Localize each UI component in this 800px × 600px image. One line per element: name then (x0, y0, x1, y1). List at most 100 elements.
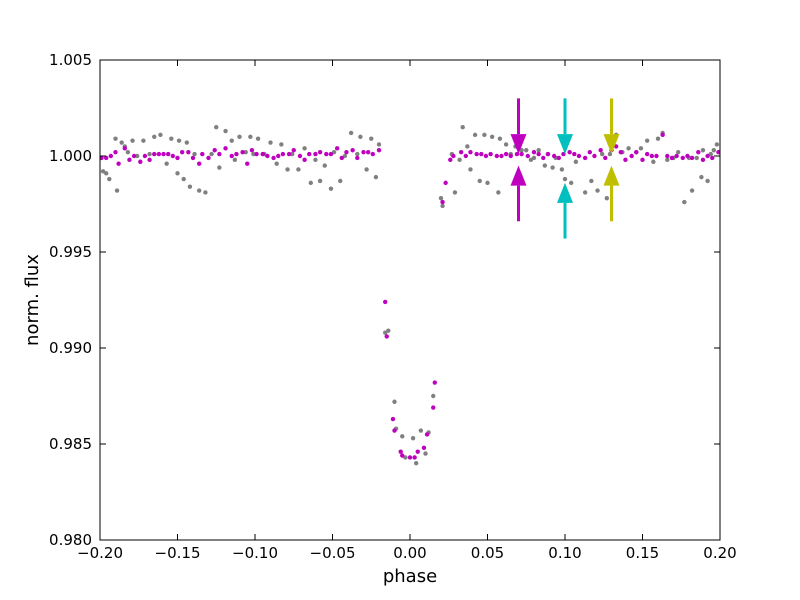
data-point-series-1-14 (158, 132, 163, 138)
data-point-series-2-39 (291, 148, 296, 153)
data-point-series-2-55 (376, 148, 382, 153)
data-point-series-1-22 (192, 151, 197, 157)
data-point-series-2-112 (660, 132, 665, 138)
data-point-series-2-64 (415, 449, 420, 454)
data-point-series-2-79 (488, 151, 493, 157)
x-tick-label: 0.05 (471, 544, 504, 562)
data-point-series-1-98 (559, 167, 565, 172)
data-point-series-2-24 (212, 148, 217, 153)
data-point-series-1-17 (175, 171, 180, 176)
data-point-series-2-116 (680, 155, 685, 161)
data-point-series-2-48 (339, 155, 344, 161)
data-point-series-1-122 (689, 188, 695, 193)
data-point-series-1-110 (626, 146, 631, 151)
data-point-series-1-21 (187, 184, 193, 189)
data-point-series-2-52 (361, 149, 366, 155)
data-point-series-1-105 (600, 151, 605, 157)
data-point-series-2-84 (514, 151, 520, 157)
y-tick-label: 0.990 (49, 339, 92, 357)
data-point-series-1-56 (369, 136, 374, 141)
data-point-series-1-82 (485, 180, 490, 186)
data-point-series-2-88 (536, 151, 541, 157)
data-point-series-1-32 (243, 149, 248, 155)
data-point-series-1-18 (176, 138, 182, 143)
data-point-series-2-104 (618, 149, 623, 155)
data-point-series-2-98 (587, 149, 592, 155)
data-point-series-2-117 (685, 153, 690, 159)
data-point-series-2-46 (328, 151, 334, 157)
data-point-series-1-114 (651, 159, 656, 164)
data-point-series-2-110 (649, 153, 654, 159)
data-point-series-1-60 (386, 328, 391, 333)
data-point-series-2-61 (400, 453, 405, 458)
data-point-series-1-38 (274, 161, 279, 166)
data-point-series-1-104 (595, 188, 600, 193)
data-point-series-1-124 (699, 174, 704, 180)
data-point-series-1-39 (279, 142, 284, 147)
y-tick-label: 0.980 (49, 531, 92, 549)
plot-data-layer (100, 125, 720, 466)
data-point-series-1-33 (248, 134, 253, 139)
data-point-series-2-38 (286, 151, 292, 157)
data-point-series-2-63 (412, 455, 417, 460)
data-point-series-2-5 (116, 161, 121, 166)
data-point-series-1-89 (519, 148, 524, 153)
data-point-series-2-94 (567, 149, 572, 155)
data-point-series-2-45 (324, 151, 329, 157)
data-point-series-2-82 (503, 151, 509, 157)
data-point-series-2-71 (448, 157, 453, 163)
y-axis-label: norm. flux (22, 254, 43, 346)
data-point-series-1-4 (113, 136, 118, 141)
data-point-series-1-113 (644, 138, 650, 143)
data-point-series-2-95 (572, 151, 577, 157)
data-point-series-1-16 (169, 136, 174, 141)
data-point-series-2-68 (432, 380, 437, 385)
data-point-series-1-53 (355, 151, 360, 157)
data-point-series-2-28 (234, 151, 239, 157)
data-point-series-1-29 (229, 138, 234, 143)
data-point-series-1-86 (503, 142, 509, 147)
data-point-series-2-49 (344, 149, 349, 155)
data-point-series-2-96 (576, 153, 582, 159)
x-tick-label: 0.10 (548, 544, 581, 562)
data-point-series-2-16 (170, 153, 176, 159)
data-point-series-2-86 (525, 153, 530, 159)
data-point-series-1-76 (460, 125, 465, 130)
data-point-series-1-8 (125, 149, 131, 155)
data-point-series-2-120 (700, 157, 706, 163)
data-point-series-2-105 (623, 157, 628, 163)
data-point-series-2-60 (398, 449, 403, 454)
data-point-series-1-123 (694, 155, 699, 161)
data-point-series-1-10 (135, 153, 140, 159)
data-point-series-1-100 (569, 180, 574, 186)
data-point-series-2-6 (122, 146, 128, 151)
data-point-series-2-31 (249, 148, 255, 153)
data-point-series-2-111 (654, 153, 659, 159)
data-point-series-2-40 (297, 153, 303, 159)
y-tick-label: 0.985 (49, 435, 92, 453)
data-point-series-2-37 (280, 151, 286, 157)
data-point-series-2-100 (598, 148, 603, 153)
data-point-series-2-15 (166, 151, 171, 157)
data-point-series-2-9 (138, 159, 143, 164)
data-point-series-1-125 (700, 148, 706, 153)
data-point-series-2-53 (365, 149, 371, 155)
data-point-series-2-41 (302, 157, 307, 163)
data-point-series-2-103 (613, 144, 619, 149)
data-point-series-1-13 (152, 134, 157, 139)
data-point-series-1-94 (542, 163, 548, 168)
data-point-series-2-59 (392, 428, 397, 433)
data-point-series-2-108 (640, 157, 645, 163)
data-point-series-2-44 (317, 149, 323, 155)
y-tick-label: 0.995 (49, 243, 92, 261)
x-tick-label: 0.00 (393, 544, 426, 562)
up-arrow-marker-2 (557, 182, 573, 239)
data-point-series-1-92 (531, 155, 537, 161)
data-point-series-2-20 (190, 155, 196, 161)
data-point-series-1-46 (317, 178, 323, 184)
down-arrow-marker-3 (603, 98, 620, 155)
data-point-series-1-67 (418, 428, 424, 433)
x-tick-label: −0.20 (77, 544, 123, 562)
data-point-series-2-72 (451, 153, 456, 159)
